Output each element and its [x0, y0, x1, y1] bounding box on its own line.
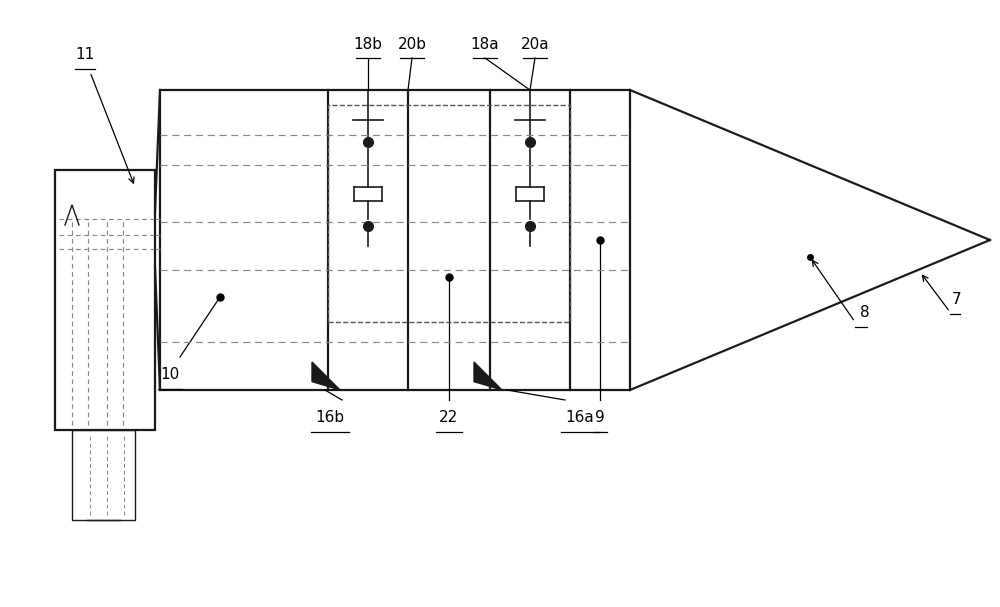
Text: 16a: 16a [566, 410, 594, 425]
Text: 20b: 20b [398, 37, 426, 52]
Bar [160, 90, 630, 390]
Polygon shape [474, 362, 502, 390]
Text: 10: 10 [160, 367, 180, 382]
Text: 18a: 18a [471, 37, 499, 52]
Text: 9: 9 [595, 410, 605, 425]
Text: 8: 8 [860, 305, 870, 320]
Text: 7: 7 [952, 292, 962, 307]
Bar [328, 105, 570, 322]
Text: 11: 11 [75, 47, 95, 62]
Text: 22: 22 [439, 410, 459, 425]
Polygon shape [312, 362, 340, 390]
Text: 18b: 18b [354, 37, 382, 52]
Bar [55, 170, 155, 430]
Text: 20a: 20a [521, 37, 549, 52]
Text: 16b: 16b [315, 410, 345, 425]
Bar [72, 430, 135, 520]
